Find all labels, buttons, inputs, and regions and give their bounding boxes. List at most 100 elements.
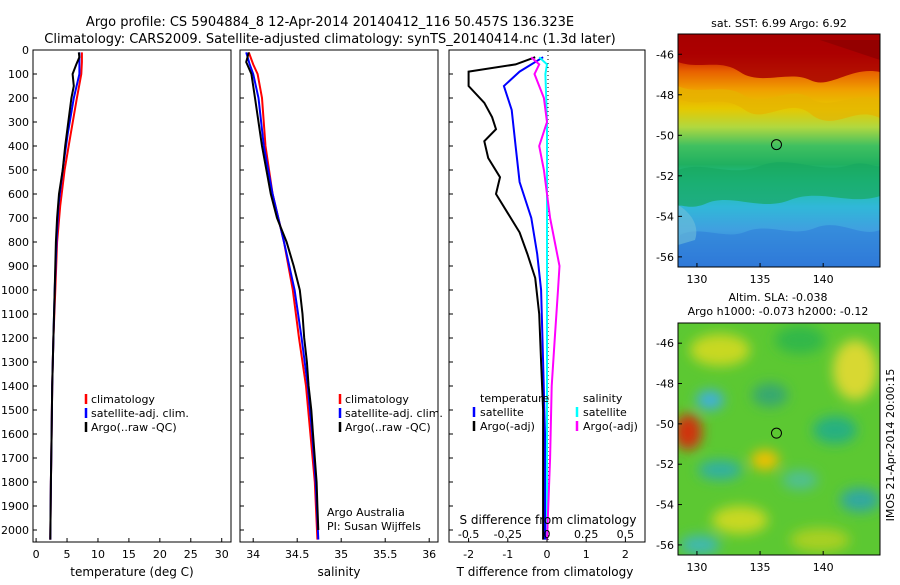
temperature-axes-frame [32,49,232,543]
y-tick-label: 1700 [1,452,29,465]
x-tick-label: 35.5 [373,548,398,561]
temperature-xlabel: temperature (deg C) [70,565,193,579]
x-tick-label: 0 [33,548,40,561]
y-tick-label: 1600 [1,428,29,441]
y-tick-label: -52 [656,458,674,471]
series-line-s-argo-adj [530,56,561,540]
sla-map-title-line2: Argo h1000: -0.073 h2000: -0.12 [688,305,869,318]
y-tick-label: -48 [656,378,674,391]
y-tick-label: 300 [8,116,29,129]
y-tick-label: 0 [22,44,29,57]
x-tick-label: 30 [215,548,229,561]
figure-title-line1: Argo profile: CS 5904884_8 12-Apr-2014 2… [86,15,574,30]
difference-panel: -2 -1 0 1 2 -0.5 -0.25 0 0.25 0.5 S difference fr… [448,49,646,579]
series-line-t-argo-adj [467,56,545,540]
argo-position-marker [770,427,782,439]
x-tick-label: 0 [544,548,551,561]
y-tick-label: -54 [656,499,674,512]
y-tick-label: 500 [8,164,29,177]
x-tick-label: 130 [686,273,707,286]
argo-position-marker [770,139,782,151]
y-tick-label: 600 [8,188,29,201]
annotation-argo-australia: Argo Australia [327,506,405,519]
x-tick-label: 10 [91,548,105,561]
y-tick-label: 200 [8,92,29,105]
x-tick-label: 34.5 [285,548,310,561]
legend-label-climatology: climatology [91,393,155,406]
x-tick-label: 130 [686,561,707,574]
y-tick-label: -46 [656,337,674,350]
s-tick-label: 0.5 [617,528,635,541]
y-tick-label: 100 [8,68,29,81]
y-tick-label: 1300 [1,356,29,369]
annotation-pi: PI: Susan Wijffels [327,520,421,533]
temperature-panel: 0 5 10 15 20 25 300100200300400500600700800900… [1,44,232,579]
x-tick-label: 20 [153,548,167,561]
legend-label-satellite-adj: satellite-adj. clim. [91,407,189,420]
t-difference-label: T difference from climatology [456,565,634,579]
series-line-argo-raw-qc [49,52,81,540]
s-difference-label: S difference from climatology [460,513,637,527]
y-tick-label: 1100 [1,308,29,321]
s-tick-label: -0.5 [458,528,479,541]
y-tick-label: -50 [656,129,674,142]
legend-header-salinity: salinity [583,392,623,405]
y-tick-label: 700 [8,212,29,225]
x-tick-label: 35 [334,548,348,561]
legend-label-s-satellite: satellite [583,406,627,419]
x-tick-label: 5 [64,548,71,561]
sst-heatmap [678,34,880,267]
imos-timestamp: IMOS 21-Apr-2014 20:00:15 [884,369,897,522]
sst-map-panel: sat. SST: 6.99 Argo: 6.92 130 135 140 -46 -4… [656,17,881,286]
x-tick-label: 2 [622,548,629,561]
salinity-panel: 34 34.5 35 35.5 36 salinity climatology sate… [239,49,443,579]
sst-map-title: sat. SST: 6.99 Argo: 6.92 [711,17,847,30]
temperature-legend: climatology satellite-adj. clim. Argo(..… [84,393,189,434]
y-tick-label: -54 [656,210,674,223]
y-tick-label: -56 [656,539,674,552]
legend-label-climatology: climatology [345,393,409,406]
figure-title-line2: Climatology: CARS2009. Satellite-adjuste… [44,32,616,47]
x-tick-label: 34 [246,548,260,561]
salinity-legend: climatology satellite-adj. clim. Argo(..… [338,393,443,434]
legend-label-argo: Argo(..raw -QC) [345,421,431,434]
x-tick-label: 15 [122,548,136,561]
x-tick-label: 25 [184,548,198,561]
legend-label-s-argo: Argo(-adj) [583,420,638,433]
sla-map-frame [677,322,881,556]
series-line-satellite-adj-clim [245,52,320,540]
sst-map-frame [677,33,881,268]
x-tick-label: 140 [813,273,834,286]
y-tick-label: -46 [656,48,674,61]
s-tick-label: 0.25 [574,528,599,541]
y-tick-label: 1000 [1,284,29,297]
x-tick-label: 36 [422,548,436,561]
sla-heatmap [678,323,880,555]
x-tick-label: -1 [502,548,513,561]
y-tick-label: 2000 [1,524,29,537]
difference-legend: temperature salinity satellite Argo(-adj… [472,392,638,433]
legend-label-satellite-adj: satellite-adj. clim. [345,407,443,420]
y-tick-label: 800 [8,236,29,249]
y-tick-label: -56 [656,251,674,264]
s-tick-label: -0.25 [494,528,522,541]
series-line-t-satellite [502,56,546,540]
y-tick-label: -52 [656,170,674,183]
x-tick-label: 135 [750,561,771,574]
y-tick-label: 1200 [1,332,29,345]
y-tick-label: 1500 [1,404,29,417]
legend-label-t-satellite: satellite [480,406,524,419]
x-tick-label: 135 [750,273,771,286]
y-tick-label: 1800 [1,476,29,489]
legend-label-t-argo: Argo(-adj) [480,420,535,433]
y-tick-label: 400 [8,140,29,153]
s-tick-label: 0 [544,528,551,541]
y-tick-label: 1400 [1,380,29,393]
series-line-argo-raw-qc [245,52,320,531]
sla-map-title-line1: Altim. SLA: -0.038 [728,291,827,304]
x-tick-label: -2 [463,548,474,561]
salinity-xlabel: salinity [317,565,360,579]
x-tick-label: 140 [813,561,834,574]
